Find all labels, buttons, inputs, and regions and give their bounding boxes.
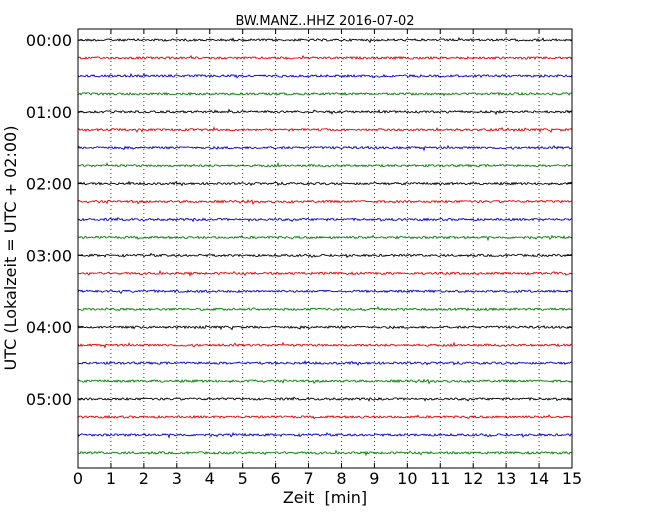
- x-tick-label: 12: [463, 469, 483, 488]
- seismic-trace: [77, 217, 573, 223]
- x-tick-label: 3: [172, 469, 182, 488]
- seismic-trace: [77, 360, 573, 366]
- seismic-trace: [77, 324, 573, 331]
- y-tick-label: 04:00: [26, 318, 72, 337]
- x-tick-label: 2: [139, 469, 149, 488]
- seismic-trace: [77, 378, 573, 385]
- plot-frame: [77, 28, 573, 469]
- seismic-trace: [77, 199, 573, 206]
- seismic-trace: [77, 432, 573, 439]
- x-tick-label: 7: [303, 469, 313, 488]
- x-tick-label: 9: [369, 469, 379, 488]
- seismic-trace: [77, 144, 573, 152]
- seismic-trace: [77, 36, 573, 44]
- chart-title: BW.MANZ..HHZ 2016-07-02: [235, 14, 414, 29]
- y-axis: 00:00 01:00 02:00 03:00 04:00 05:00: [26, 31, 572, 409]
- trace-group: [77, 36, 573, 457]
- seismic-trace: [77, 180, 573, 187]
- x-tick-label: 8: [336, 469, 346, 488]
- y-tick-label: 05:00: [26, 390, 72, 409]
- x-tick-label: 11: [430, 469, 450, 488]
- x-axis-label: Zeit [min]: [283, 488, 367, 507]
- seismic-trace: [77, 341, 573, 349]
- x-axis: 0 1 2 3 4 5 6 7 8 9 10 11 12 13 14 15: [73, 29, 582, 488]
- x-tick-label: 13: [496, 469, 516, 488]
- y-tick-label: 00:00: [26, 31, 72, 50]
- seismic-trace: [77, 269, 573, 277]
- x-tick-label: 6: [271, 469, 281, 488]
- seismic-trace: [77, 91, 573, 97]
- x-tick-label: 1: [106, 469, 116, 488]
- seismic-trace: [77, 414, 573, 420]
- seismic-trace: [77, 449, 573, 457]
- y-tick-label: 03:00: [26, 246, 72, 265]
- seismic-trace: [77, 54, 573, 61]
- seismic-trace: [77, 126, 573, 134]
- y-axis-label: UTC (Lokalzeit = UTC + 02:00): [1, 126, 20, 371]
- seismic-trace: [77, 72, 573, 79]
- x-tick-label: 4: [205, 469, 215, 488]
- seismic-trace: [77, 252, 573, 259]
- y-tick-label: 02:00: [26, 175, 72, 194]
- x-tick-label: 5: [238, 469, 248, 488]
- x-tick-label: 14: [529, 469, 549, 488]
- seismic-trace: [77, 234, 573, 242]
- y-tick-label: 01:00: [26, 103, 72, 122]
- seismic-trace: [77, 289, 573, 294]
- x-tick-label: 0: [73, 469, 83, 488]
- x-tick-label: 15: [562, 469, 582, 488]
- x-tick-label: 10: [397, 469, 417, 488]
- seismic-trace: [77, 108, 573, 116]
- seismic-trace: [77, 161, 573, 168]
- seismic-trace: [77, 396, 573, 402]
- seismic-trace: [77, 306, 573, 312]
